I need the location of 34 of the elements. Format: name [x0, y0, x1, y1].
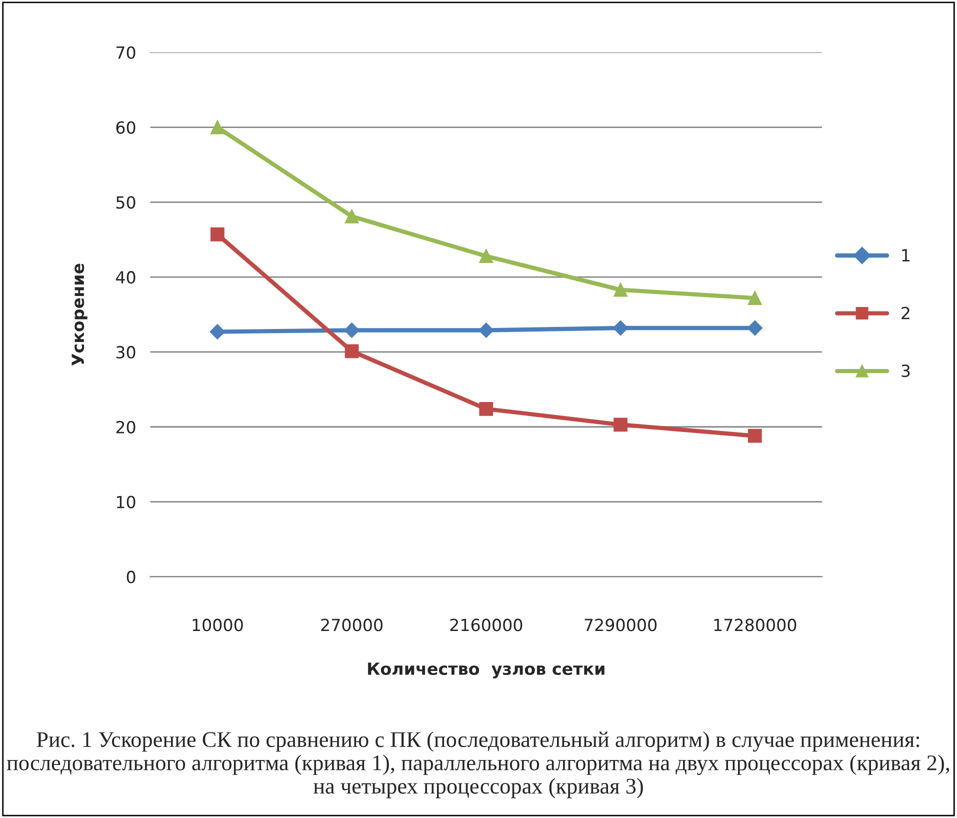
x-tick-label: 10000 — [192, 618, 243, 632]
legend-label: 3 — [902, 364, 910, 378]
point — [479, 249, 494, 264]
legend-label: 2 — [902, 306, 910, 320]
point — [210, 120, 224, 134]
point — [210, 324, 225, 340]
x-tick-label: 270000 — [321, 618, 382, 632]
x-tick-label: 7290000 — [584, 618, 657, 632]
x-tick-label: 2160000 — [450, 618, 522, 632]
point — [614, 418, 628, 432]
y-tick-label: 30 — [116, 346, 136, 359]
y-tick-label: 60 — [116, 121, 136, 134]
y-tick-label: 70 — [116, 46, 136, 59]
point — [344, 322, 360, 338]
point — [748, 291, 762, 305]
y-axis-title: Ускорение — [72, 264, 88, 366]
y-tick-label: 0 — [126, 570, 136, 584]
point — [210, 227, 224, 242]
y-tick-label: 40 — [116, 271, 136, 284]
x-axis-title: Количество узлов сетки — [368, 662, 604, 678]
legend-label: 1 — [902, 249, 910, 262]
point — [748, 428, 762, 443]
point — [478, 322, 494, 338]
point — [747, 320, 762, 336]
point — [344, 209, 359, 224]
text: Рис. 1 Ускорение СК по сравнению с ПК (последовательный алгоритм) в случае применения: последовательного алгоритма (кривая 1), параллельного алгоритма на двух процессорах (кривая 2), на четырех процессорах (кривая 3) — [6, 731, 950, 798]
y-tick-label: 10 — [116, 496, 136, 508]
y-tick-label: 50 — [116, 196, 136, 209]
point — [614, 282, 628, 297]
x-tick-label: 17280000 — [714, 618, 796, 632]
point — [479, 402, 494, 416]
point — [612, 320, 628, 336]
y-tick-label: 20 — [116, 420, 136, 434]
point — [344, 344, 359, 358]
